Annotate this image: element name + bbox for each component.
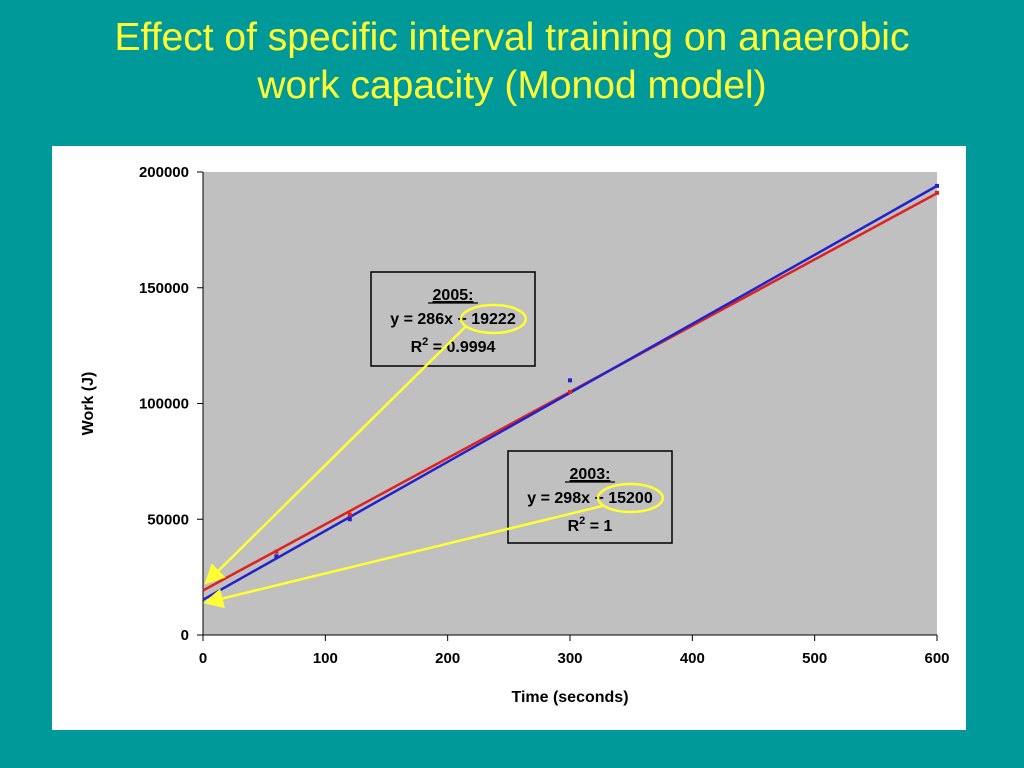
r-squared-value: = 1 [585, 518, 612, 535]
plot-area [203, 172, 937, 635]
equation-box-2005: 2005: y = 286x + 19222 R2 = 0.9994 [204, 271, 536, 585]
x-tick-label: 500 [802, 650, 827, 667]
y-tick-label: 150000 [139, 280, 189, 297]
y-axis-title: Work (J) [80, 372, 97, 436]
x-tick-label: 200 [435, 650, 460, 667]
equation-prefix: y = 298x + [527, 490, 608, 507]
x-axis-title: Time (seconds) [511, 689, 628, 706]
data-point-2005 [568, 389, 572, 394]
y-tick-label: 50000 [147, 511, 189, 528]
y-tick-label: 100000 [139, 396, 189, 413]
equation-text: y = 298x + 15200 [527, 490, 653, 507]
r-squared-label: R [411, 339, 423, 356]
equation-year: 2003: [570, 466, 611, 483]
data-point-2003 [935, 183, 939, 188]
equation-intercept: 15200 [608, 490, 653, 507]
y-tick-label: 200000 [139, 164, 189, 181]
equation-intercept: 19222 [471, 311, 516, 328]
x-tick-label: 600 [924, 650, 949, 667]
x-tick-label: 400 [680, 650, 705, 667]
intercept-callout-arrow [204, 326, 467, 585]
x-tick-label: 0 [199, 650, 207, 667]
data-point-2003 [274, 554, 279, 559]
work-vs-time-chart: 0 50000 100000 150000 200000 0 100 200 300 400 500… [80, 164, 950, 706]
data-point-2005 [274, 549, 279, 554]
intercept-highlight-ellipse [596, 482, 664, 514]
data-point-2003 [568, 378, 572, 383]
equation-prefix: y = 286x + [390, 311, 471, 328]
equation-year: 2005: [433, 287, 474, 304]
x-tick-label: 100 [313, 650, 338, 667]
slide-title: Effect of specific interval training on … [0, 14, 1024, 110]
data-point-2005 [935, 190, 939, 195]
equation-text: y = 286x + 19222 [390, 311, 516, 328]
r-squared-text: R2 = 1 [568, 515, 613, 535]
slide-title-line-2: work capacity (Monod model) [257, 64, 767, 107]
chart-panel: 0 50000 100000 150000 200000 0 100 200 300 400 500… [52, 146, 966, 730]
r-squared-superscript: 2 [579, 515, 585, 527]
intercept-highlight-ellipse [459, 303, 527, 335]
slide-title-line-1: Effect of specific interval training on … [114, 16, 910, 59]
equation-box-2003: 2003: y = 298x + 15200 R2 = 1 [203, 450, 673, 609]
data-point-2005 [347, 512, 352, 517]
y-tick-label: 0 [181, 627, 189, 644]
x-tick-label: 300 [557, 650, 582, 667]
r-squared-text: R2 = 0.9994 [411, 336, 496, 356]
intercept-callout-arrow [203, 504, 603, 609]
data-point-2003 [347, 517, 352, 522]
r-squared-value: = 0.9994 [428, 339, 495, 356]
equation-box-frame [370, 271, 536, 367]
equation-box-frame [507, 450, 673, 544]
r-squared-superscript: 2 [422, 336, 428, 348]
r-squared-label: R [568, 518, 580, 535]
